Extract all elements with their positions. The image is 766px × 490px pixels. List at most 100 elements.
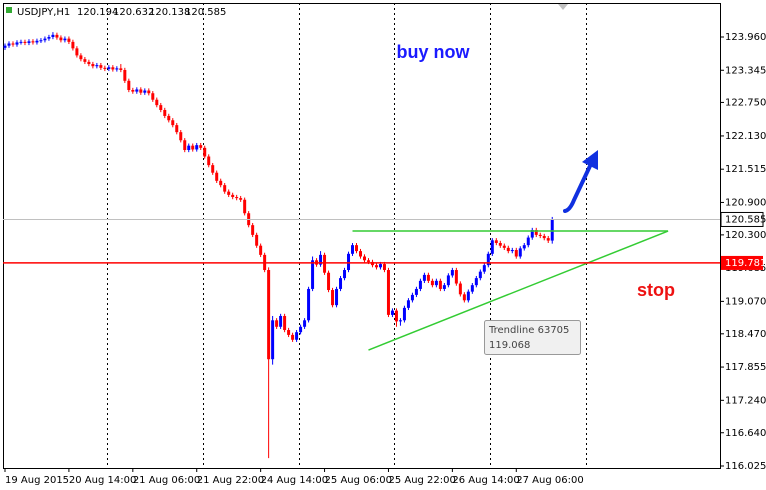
candle-body <box>351 245 355 254</box>
y-tick-label: 120.300 <box>725 230 766 241</box>
y-tick-label: 120.900 <box>725 197 766 208</box>
candle-body <box>163 109 167 116</box>
candle-body <box>454 270 458 284</box>
candle-body <box>542 235 546 239</box>
candle-body <box>331 290 335 306</box>
candle-body <box>3 45 7 48</box>
shift-marker <box>558 4 568 10</box>
x-tick-label: 27 Aug 06:00 <box>516 475 583 486</box>
candle-body <box>7 43 11 46</box>
candle-body <box>462 294 466 301</box>
candle-body <box>366 260 370 262</box>
y-tick-label: 122.750 <box>725 97 766 108</box>
candle-body <box>243 199 247 214</box>
stop-label: 119.781 <box>725 258 766 269</box>
stop-annotation: stop <box>637 280 675 300</box>
low-value: 120.138 <box>149 7 190 18</box>
candle-body <box>287 330 291 335</box>
candle-body <box>470 285 474 292</box>
candle-body <box>211 165 215 173</box>
candle-body <box>526 237 530 246</box>
candle-body <box>227 191 231 195</box>
candle-body <box>75 48 79 56</box>
candle-body <box>374 265 378 268</box>
candle-body <box>151 93 155 100</box>
x-tick-label: 25 Aug 06:00 <box>325 475 392 486</box>
candle-body <box>311 260 315 289</box>
candle-body <box>175 125 179 133</box>
tooltip-value: 119.068 <box>489 340 530 351</box>
candle-body <box>147 90 151 94</box>
y-tick-label: 117.240 <box>725 395 766 406</box>
candle-body <box>327 272 331 291</box>
candle-body <box>179 132 183 141</box>
candle-body <box>27 41 31 43</box>
candle-body <box>39 40 43 42</box>
candle-body <box>382 264 386 271</box>
candle-body <box>239 198 243 200</box>
candle-body <box>343 270 347 279</box>
candle-body <box>450 270 454 276</box>
arrow <box>563 150 598 213</box>
candle-body <box>299 326 303 333</box>
candle-body <box>123 69 127 81</box>
symbol: USDJPY,H1 <box>17 7 70 18</box>
candle-body <box>530 230 534 238</box>
candle-body <box>199 145 203 148</box>
candle-body <box>15 42 19 45</box>
candle-body <box>291 334 295 340</box>
candle-body <box>87 61 91 65</box>
x-tick-label: 21 Aug 22:00 <box>197 475 264 486</box>
candle-body <box>251 225 255 235</box>
candle-body <box>203 147 207 157</box>
candle-body <box>486 253 490 266</box>
candle-body <box>538 234 542 236</box>
candle-body <box>51 34 55 38</box>
candle-body <box>410 294 414 301</box>
candle-body <box>402 307 406 321</box>
candle-body <box>430 280 434 286</box>
candle-body <box>482 265 486 272</box>
candle-body <box>119 68 123 70</box>
candle-body <box>498 242 502 246</box>
candle-body <box>35 40 39 43</box>
candle-body <box>279 315 283 327</box>
candle-body <box>359 251 363 257</box>
candle-body <box>339 278 343 289</box>
y-tick-label: 117.855 <box>725 362 766 373</box>
buy-annotation: buy now <box>397 42 471 62</box>
candle-body <box>414 288 418 295</box>
candle-body <box>362 256 366 261</box>
candle-body <box>295 332 299 340</box>
candle-body <box>418 280 422 289</box>
open-value: 120.194 <box>77 7 118 18</box>
candle-body <box>155 99 159 106</box>
candle-body <box>63 38 67 41</box>
candle-body <box>546 238 550 241</box>
y-tick-label: 121.515 <box>725 164 766 175</box>
candle-body <box>195 145 199 150</box>
candle-body <box>494 240 498 243</box>
y-tick-label: 119.070 <box>725 296 766 307</box>
candle-body <box>103 67 107 69</box>
candle-body <box>131 89 135 92</box>
candle-body <box>271 320 275 360</box>
candle-body <box>386 270 390 315</box>
candle-body <box>434 280 438 286</box>
x-tick-label: 19 Aug 2015 <box>5 475 69 486</box>
candle-body <box>139 89 143 93</box>
candle-body <box>323 254 327 273</box>
candle-body <box>347 253 351 271</box>
candle-body <box>490 240 494 254</box>
candle-body <box>518 248 522 257</box>
candle-body <box>143 90 147 93</box>
candle-body <box>514 250 518 257</box>
high-value: 120.632 <box>113 7 154 18</box>
plot-frame <box>3 3 721 469</box>
candle-body <box>67 38 71 42</box>
tooltip-name: Trendline 63705 <box>488 325 569 336</box>
candle-body <box>394 310 398 322</box>
y-tick-label: 116.025 <box>725 461 766 472</box>
candle-body <box>275 320 279 327</box>
